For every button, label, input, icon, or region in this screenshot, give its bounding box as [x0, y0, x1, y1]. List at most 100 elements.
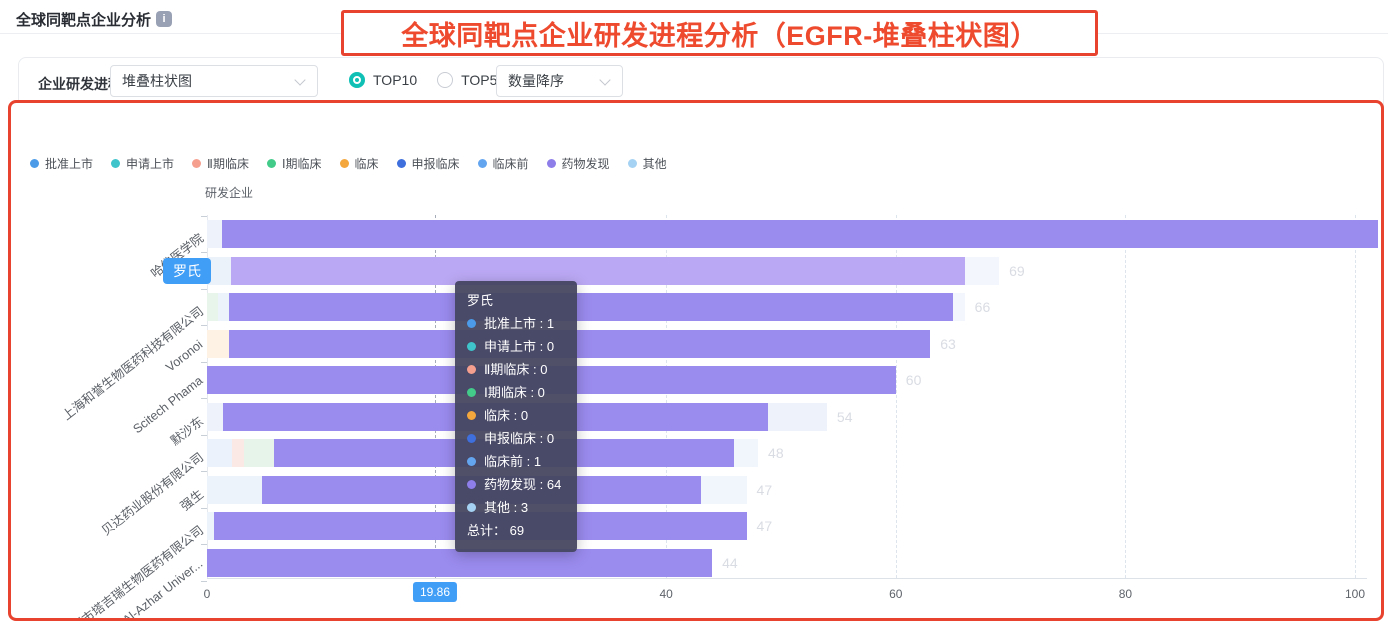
bar-segment-row7-2[interactable]: [700, 475, 747, 504]
axis-pointer-badge: 19.86: [412, 582, 457, 602]
bar-segment-row6-0[interactable]: [207, 439, 233, 467]
sort-order-select[interactable]: 数量降序: [496, 65, 623, 97]
y-axis-title: 研发企业: [205, 186, 254, 200]
tooltip-item-text: 申报临床 : 0: [484, 431, 555, 446]
bar-segment-row0-1[interactable]: [221, 220, 1378, 248]
bar-segment-row5-2[interactable]: [768, 402, 827, 431]
tooltip-dot: [467, 434, 476, 443]
tooltip-item-text: Ⅰ期临床 : 0: [484, 385, 545, 400]
bar-segment-row1-2[interactable]: [964, 256, 1000, 285]
tooltip-item-1: 申请上市 : 0: [467, 335, 561, 358]
legend-dot: [266, 159, 276, 168]
tooltip-dot: [467, 411, 476, 420]
y-axis-tick: [201, 544, 207, 546]
bar-value-label: 47: [756, 481, 773, 498]
legend-item-1[interactable]: 申请上市: [111, 155, 174, 172]
legend-label: Ⅰ期临床: [281, 157, 322, 171]
bar-segment-row6-4[interactable]: [733, 439, 759, 467]
bar-segment-row2-1[interactable]: [218, 293, 229, 321]
bar-segment-row3-1[interactable]: [228, 329, 931, 358]
bar-segment-row7-0[interactable]: [207, 475, 263, 504]
legend-dot: [339, 159, 349, 168]
legend-item-7[interactable]: 药物发现: [546, 155, 610, 172]
gridline-100: [1355, 215, 1356, 578]
tooltip-item-7: 药物发现 : 64: [467, 473, 561, 496]
tooltip-item-text: 其他 : 3: [484, 500, 529, 515]
sort-order-value: 数量降序: [508, 73, 564, 89]
legend-dot: [192, 159, 202, 168]
bar-segment-row2-3[interactable]: [953, 293, 965, 321]
legend-item-4[interactable]: 临床: [339, 155, 379, 172]
legend-item-0[interactable]: 批准上市: [30, 155, 93, 172]
y-axis-tick: [201, 325, 207, 327]
legend-label: 药物发现: [561, 157, 610, 171]
chart-frame: 批准上市 申请上市 Ⅱ期临床 Ⅰ期临床 临床 申报临床 临床前 药物发现 其他 研发企业 罗氏 …: [8, 100, 1384, 621]
legend-label: 临床: [354, 157, 379, 171]
bar-segment-row6-2[interactable]: [243, 439, 274, 467]
legend-label: Ⅱ期临床: [207, 157, 249, 171]
top50-radio[interactable]: [437, 72, 454, 88]
tooltip-item-8: 其他 : 3: [467, 496, 561, 519]
top50-label[interactable]: TOP50: [461, 72, 506, 88]
legend-label: 申报临床: [411, 157, 460, 171]
y-axis-tick: [201, 580, 207, 582]
tooltip-dot: [467, 480, 476, 489]
chevron-down-icon: [294, 74, 306, 86]
bar-segment-row3-0[interactable]: [207, 329, 229, 358]
bar-segment-row1-0[interactable]: [207, 256, 232, 285]
tooltip-dot: [467, 342, 476, 351]
gridline-80: [1125, 215, 1127, 578]
legend-dot: [396, 159, 406, 168]
bar-segment-row6-1[interactable]: [232, 439, 244, 467]
gridline-40: [666, 215, 668, 578]
legend-item-5[interactable]: 申报临床: [396, 155, 460, 172]
top10-label[interactable]: TOP10: [373, 72, 418, 88]
y-axis-tick: [201, 252, 207, 254]
annotation-text: 全球同靶点企业研发进程分析（EGFR-堆叠柱状图）: [401, 20, 1038, 51]
y-axis-tick: [201, 361, 207, 363]
legend-item-2[interactable]: Ⅱ期临床: [192, 155, 249, 172]
legend-item-8[interactable]: 其他: [627, 155, 667, 172]
tooltip-item-text: 药物发现 : 64: [484, 477, 562, 492]
tooltip-item-text: 批准上市 : 1: [484, 316, 555, 331]
legend-label: 申请上市: [126, 157, 175, 171]
bar-value-label: 44: [722, 554, 738, 571]
chart-legend: 批准上市 申请上市 Ⅱ期临床 Ⅰ期临床 临床 申报临床 临床前 药物发现 其他: [30, 155, 667, 172]
tooltip-item-text: 临床 : 0: [484, 408, 529, 423]
x-tick-label-80: 80: [1118, 587, 1133, 601]
chevron-down-icon: [599, 74, 611, 86]
bar-value-label: 48: [768, 445, 784, 461]
bar-segment-row5-0[interactable]: [207, 402, 224, 431]
bar-segment-row9-0[interactable]: [207, 548, 713, 577]
tooltip-item-4: 临床 : 0: [467, 404, 561, 427]
bar-segment-row2-2[interactable]: [228, 293, 954, 321]
y-axis-label-highlighted[interactable]: 罗氏: [163, 258, 211, 284]
x-tick-label-0: 0: [203, 587, 211, 601]
legend-dot: [477, 159, 487, 168]
bar-segment-row1-1[interactable]: [231, 256, 965, 285]
legend-item-3[interactable]: Ⅰ期临床: [266, 155, 322, 172]
tooltip-item-text: 临床前 : 1: [484, 454, 542, 469]
page-title: 全球同靶点企业分析: [16, 12, 152, 29]
tooltip-dot: [467, 457, 476, 466]
tooltip-item-2: Ⅱ期临床 : 0: [467, 358, 561, 381]
bar-segment-row2-0[interactable]: [207, 293, 219, 321]
annotation-highlight-box: 全球同靶点企业研发进程分析（EGFR-堆叠柱状图）: [341, 10, 1098, 56]
top10-radio[interactable]: [349, 72, 365, 88]
top-radio-group: TOP10 TOP50: [349, 72, 517, 88]
y-axis-tick: [201, 471, 207, 473]
tooltip-dot: [467, 319, 476, 328]
x-axis-line: [207, 578, 1367, 579]
legend-item-6[interactable]: 临床前: [477, 155, 529, 172]
bar-value-label: 47: [756, 518, 773, 534]
bar-segment-row8-0[interactable]: [207, 512, 214, 540]
info-icon[interactable]: i: [156, 11, 172, 27]
legend-dot: [546, 159, 556, 168]
tooltip-item-text: 申请上市 : 0: [484, 339, 555, 354]
tooltip-item-0: 批准上市 : 1: [467, 312, 561, 335]
chart-type-select[interactable]: 堆叠柱状图: [110, 65, 318, 97]
bar-segment-row0-0[interactable]: [207, 220, 222, 248]
bar-value-label: 60: [905, 372, 922, 388]
tooltip-item-3: Ⅰ期临床 : 0: [467, 381, 561, 404]
legend-dot: [627, 159, 637, 168]
